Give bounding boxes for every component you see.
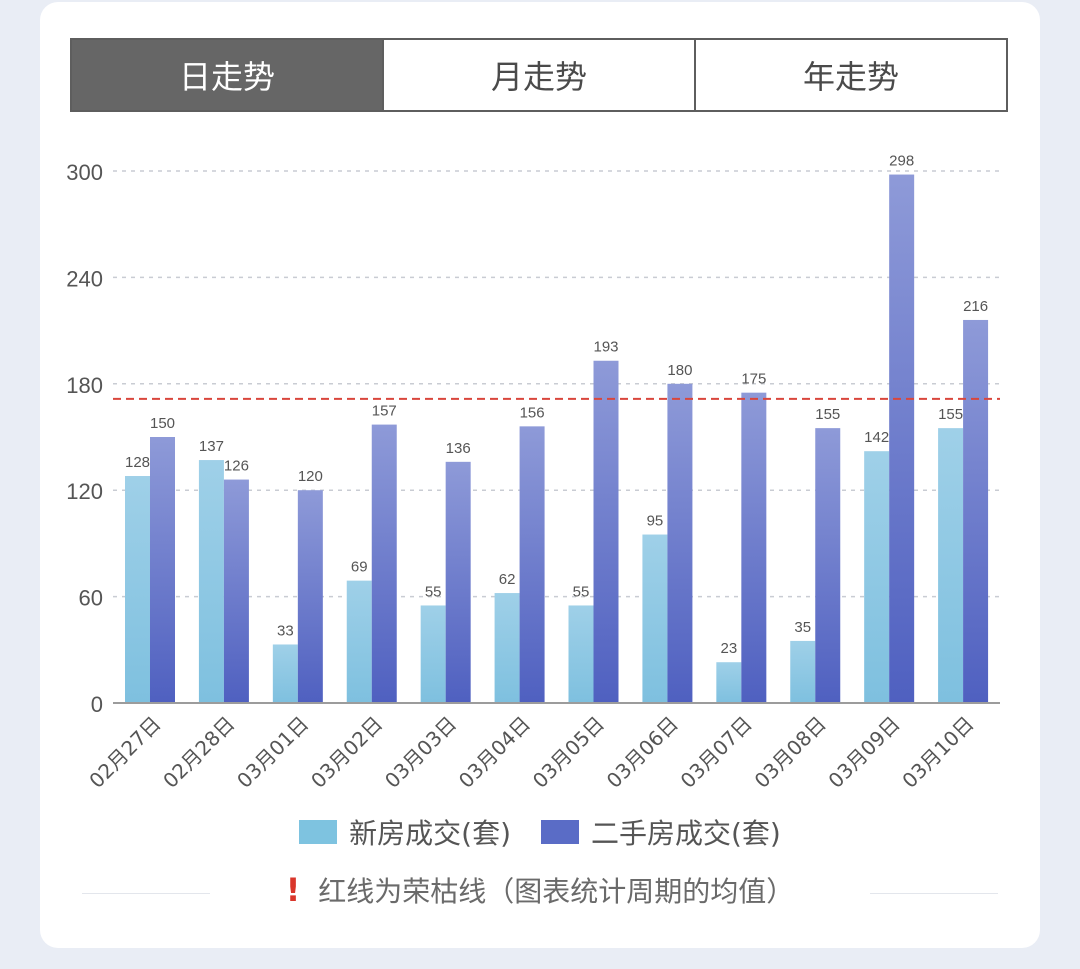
bar-new-house [864, 451, 890, 703]
x-tick-label: 03月08日 [750, 712, 831, 793]
data-label: 33 [277, 622, 294, 639]
data-label: 193 [593, 339, 618, 356]
y-tick-label: 0 [91, 692, 103, 717]
data-label: 55 [425, 583, 442, 600]
data-label: 128 [125, 454, 150, 471]
data-label: 95 [647, 513, 664, 530]
y-tick-label: 240 [66, 266, 103, 291]
bar-new-house [716, 662, 742, 703]
note-divider-left [82, 893, 210, 894]
data-label: 120 [298, 468, 323, 485]
bar-second-hand [741, 392, 767, 703]
data-label: 136 [446, 440, 471, 457]
bar-new-house [198, 460, 224, 703]
x-tick-label: 03月03日 [380, 712, 461, 793]
y-tick-label: 180 [66, 373, 103, 398]
x-tick-label: 03月02日 [306, 712, 387, 793]
x-tick-label: 02月28日 [158, 712, 239, 793]
bar-new-house [125, 476, 150, 703]
x-tick-label: 03月09日 [823, 712, 904, 793]
data-label: 180 [667, 362, 692, 379]
x-tick-label: 03月07日 [676, 712, 757, 793]
bar-second-hand [371, 424, 397, 703]
data-label: 216 [963, 298, 988, 315]
legend-item-second-hand[interactable]: 二手房成交(套) [541, 812, 781, 852]
bar-new-house [642, 534, 668, 703]
tab-monthly-trend[interactable]: 月走势 [382, 40, 694, 110]
bar-second-hand [593, 360, 619, 703]
note: ! 红线为荣枯线（图表统计周期的均值） [0, 870, 1080, 910]
note-text: 红线为荣枯线（图表统计周期的均值） [318, 875, 795, 908]
chart-legend: 新房成交(套) 二手房成交(套) [0, 812, 1080, 852]
x-tick-label: 02月27日 [84, 712, 165, 793]
data-label: 150 [150, 415, 175, 432]
data-label: 155 [938, 406, 963, 423]
data-label: 157 [372, 403, 397, 420]
data-label: 23 [720, 640, 737, 657]
tab-daily-trend[interactable]: 日走势 [72, 40, 382, 110]
y-tick-label: 120 [66, 479, 103, 504]
legend-swatch-new-house [299, 820, 338, 844]
data-label: 175 [741, 371, 766, 388]
y-tick-label: 300 [66, 160, 103, 185]
data-label: 155 [815, 406, 840, 423]
bar-second-hand [297, 490, 323, 703]
x-tick-label: 03月10日 [897, 712, 978, 793]
exclamation-icon: ! [285, 871, 301, 909]
bar-second-hand [223, 479, 249, 703]
bar-second-hand [150, 437, 175, 703]
bar-second-hand [445, 461, 471, 703]
bar-new-house [346, 580, 372, 703]
bar-new-house [790, 640, 816, 703]
note-divider-right [870, 893, 998, 894]
y-tick-label: 60 [79, 586, 103, 611]
data-label: 62 [499, 571, 516, 588]
legend-label-new-house: 新房成交(套) [349, 817, 511, 850]
x-tick-label: 03月06日 [602, 712, 683, 793]
bar-second-hand [519, 426, 545, 703]
x-tick-label: 03月05日 [528, 712, 609, 793]
data-label: 142 [864, 429, 889, 446]
data-label: 69 [351, 559, 368, 576]
bar-second-hand [889, 174, 915, 704]
bar-new-house [568, 605, 594, 703]
period-tabs: 日走势 月走势 年走势 [70, 38, 1008, 112]
x-tick-label: 03月04日 [454, 712, 535, 793]
legend-label-second-hand: 二手房成交(套) [591, 817, 781, 850]
legend-swatch-second-hand [541, 820, 579, 844]
legend-item-new-house[interactable]: 新房成交(套) [299, 812, 511, 852]
bar-new-house [938, 428, 964, 703]
bar-new-house [272, 644, 298, 703]
bar-second-hand [667, 383, 693, 703]
tab-yearly-trend[interactable]: 年走势 [694, 40, 1006, 110]
bar-new-house [420, 605, 446, 703]
bar-second-hand [815, 428, 841, 703]
data-label: 137 [199, 438, 224, 455]
data-label: 298 [889, 153, 914, 170]
bar-second-hand [963, 319, 989, 703]
bar-new-house [494, 593, 520, 703]
data-label: 126 [224, 458, 249, 475]
x-tick-label: 03月01日 [232, 712, 313, 793]
data-label: 156 [520, 404, 545, 421]
data-label: 55 [573, 583, 590, 600]
data-label: 35 [794, 619, 811, 636]
